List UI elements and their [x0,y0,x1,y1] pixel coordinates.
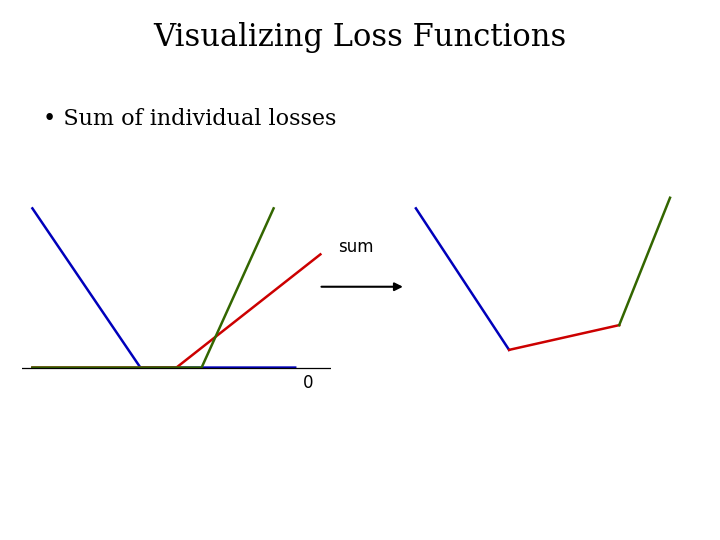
Text: Visualizing Loss Functions: Visualizing Loss Functions [153,22,567,52]
Text: • Sum of individual losses: • Sum of individual losses [43,108,336,130]
Text: 0: 0 [302,374,313,392]
Text: sum: sum [338,239,374,256]
